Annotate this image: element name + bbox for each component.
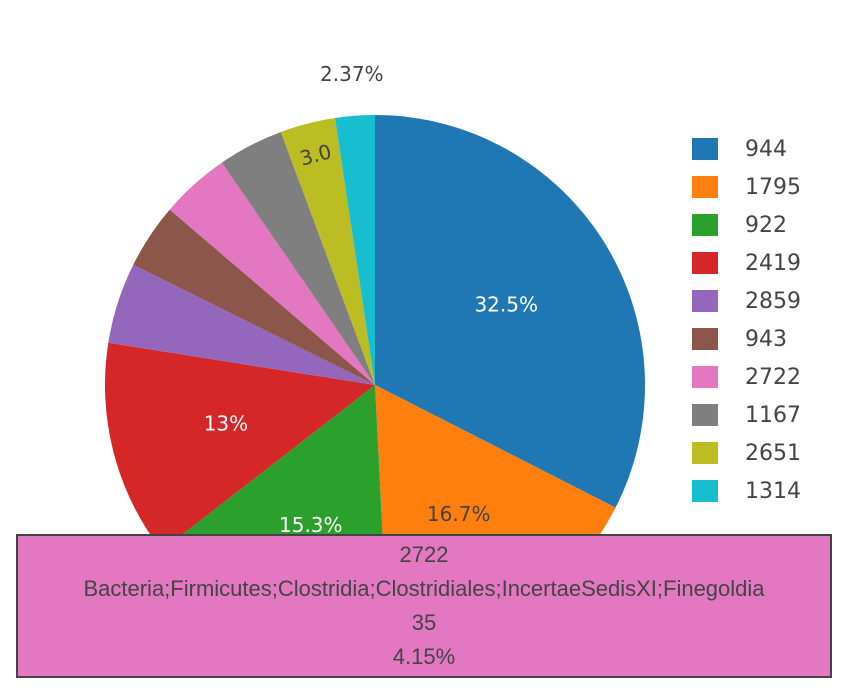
legend-label: 1795 (745, 174, 801, 200)
legend-swatch (692, 138, 718, 160)
pie-slice-labels: 32.5%16.7%15.3%13%3.02.37% (204, 62, 538, 537)
pie-slice-1167[interactable] (221, 131, 375, 385)
legend-swatch (692, 252, 718, 274)
pie-slice-1314[interactable] (334, 115, 375, 385)
legend: 944 1795 922 2419 2859 943 2722 1167 2651 1314 (692, 130, 801, 510)
pie-slice-943[interactable] (133, 209, 375, 385)
legend-swatch (692, 214, 718, 236)
legend-swatch (692, 328, 718, 350)
legend-swatch (692, 176, 718, 198)
legend-item-1795[interactable]: 1795 (692, 168, 801, 206)
slice-label-1314: 2.37% (320, 62, 384, 86)
legend-swatch (692, 404, 718, 426)
pie-slice-2722[interactable] (169, 162, 375, 385)
pie-slice-2419[interactable] (104, 342, 375, 551)
pie-slice-2859[interactable] (108, 264, 375, 385)
tooltip-taxonomy: Bacteria;Firmicutes;Clostridia;Clostridi… (83, 576, 765, 601)
tooltip-label: 2722 (399, 542, 449, 567)
legend-label: 922 (745, 212, 787, 238)
legend-item-922[interactable]: 922 (692, 206, 801, 244)
pie-slice-2651[interactable] (280, 117, 375, 386)
legend-swatch (692, 290, 718, 312)
legend-label: 2651 (745, 440, 801, 466)
legend-item-1314[interactable]: 1314 (692, 472, 801, 510)
legend-label: 943 (745, 326, 787, 352)
legend-label: 1167 (745, 402, 801, 428)
tooltip-count: 35 (411, 610, 437, 635)
slice-label-944: 32.5% (474, 293, 538, 317)
legend-label: 1314 (745, 478, 801, 504)
legend-label: 944 (745, 136, 787, 162)
legend-swatch (692, 366, 718, 388)
legend-item-2651[interactable]: 2651 (692, 434, 801, 472)
tooltip-percent: 4.15% (392, 644, 456, 669)
legend-swatch (692, 442, 718, 464)
pie-slice-944[interactable] (375, 115, 645, 508)
slice-label-1795: 16.7% (427, 502, 491, 526)
slice-label-922: 15.3% (279, 513, 343, 537)
legend-label: 2722 (745, 364, 801, 390)
slice-label-2419: 13% (204, 411, 248, 435)
pie-slices (104, 115, 645, 655)
legend-label: 2859 (745, 288, 801, 314)
legend-label: 2419 (745, 250, 801, 276)
legend-item-2419[interactable]: 2419 (692, 244, 801, 282)
legend-item-2859[interactable]: 2859 (692, 282, 801, 320)
legend-swatch (692, 480, 718, 502)
legend-item-944[interactable]: 944 (692, 130, 801, 168)
legend-item-1167[interactable]: 1167 (692, 396, 801, 434)
legend-item-943[interactable]: 943 (692, 320, 801, 358)
hover-tooltip: 2722 Bacteria;Firmicutes;Clostridia;Clos… (16, 534, 832, 678)
legend-item-2722[interactable]: 2722 (692, 358, 801, 396)
